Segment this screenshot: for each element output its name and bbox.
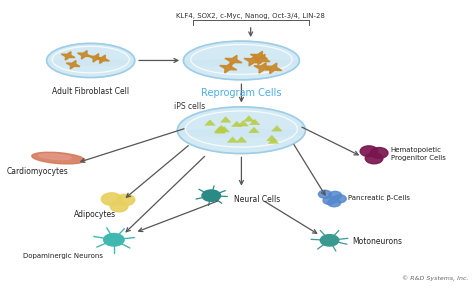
- Polygon shape: [77, 51, 91, 59]
- Circle shape: [323, 196, 336, 204]
- Ellipse shape: [183, 59, 300, 66]
- Polygon shape: [214, 127, 225, 132]
- Polygon shape: [61, 52, 75, 60]
- Polygon shape: [249, 119, 260, 125]
- Polygon shape: [215, 128, 225, 133]
- Polygon shape: [220, 117, 231, 122]
- Text: © R&D Systems, Inc.: © R&D Systems, Inc.: [402, 275, 469, 281]
- Text: Pancreatic β-Cells: Pancreatic β-Cells: [348, 195, 410, 201]
- Polygon shape: [228, 137, 238, 142]
- Ellipse shape: [46, 59, 135, 65]
- Ellipse shape: [32, 152, 85, 164]
- Polygon shape: [238, 120, 248, 126]
- Polygon shape: [254, 63, 271, 73]
- Ellipse shape: [39, 154, 71, 160]
- Text: Reprogram Cells: Reprogram Cells: [201, 88, 282, 98]
- Circle shape: [202, 190, 220, 201]
- Circle shape: [319, 190, 331, 198]
- Polygon shape: [264, 63, 282, 74]
- Circle shape: [110, 201, 128, 212]
- Circle shape: [365, 153, 383, 164]
- Text: Neural Cells: Neural Cells: [235, 195, 281, 204]
- Polygon shape: [250, 51, 267, 62]
- Text: Motoneurons: Motoneurons: [353, 237, 403, 246]
- Polygon shape: [220, 62, 237, 73]
- Polygon shape: [249, 127, 259, 133]
- Polygon shape: [253, 54, 270, 65]
- Text: Adult Fibroblast Cell: Adult Fibroblast Cell: [52, 87, 129, 96]
- Polygon shape: [219, 126, 229, 132]
- Circle shape: [101, 193, 122, 205]
- Polygon shape: [216, 125, 227, 131]
- Circle shape: [116, 194, 135, 206]
- Polygon shape: [225, 55, 242, 66]
- Polygon shape: [268, 138, 279, 143]
- Polygon shape: [66, 61, 80, 69]
- Ellipse shape: [177, 129, 305, 137]
- Circle shape: [328, 191, 342, 199]
- Circle shape: [370, 148, 388, 158]
- Polygon shape: [205, 120, 215, 125]
- Polygon shape: [236, 137, 247, 142]
- Text: Dopaminergic Neurons: Dopaminergic Neurons: [23, 253, 103, 259]
- Text: Adipocytes: Adipocytes: [74, 210, 117, 219]
- Text: Hematopoietic
Progenitor Cells: Hematopoietic Progenitor Cells: [391, 147, 446, 160]
- Circle shape: [333, 195, 346, 203]
- Text: iPS cells: iPS cells: [174, 102, 205, 111]
- Ellipse shape: [183, 41, 300, 80]
- Circle shape: [360, 146, 378, 157]
- Polygon shape: [272, 126, 282, 131]
- Ellipse shape: [177, 107, 305, 154]
- Text: KLF4, SOX2, c-Myc, Nanog, Oct-3/4, LIN-28: KLF4, SOX2, c-Myc, Nanog, Oct-3/4, LIN-2…: [176, 13, 325, 19]
- Circle shape: [104, 233, 124, 246]
- Circle shape: [328, 199, 341, 207]
- Polygon shape: [89, 54, 103, 62]
- Polygon shape: [232, 121, 242, 127]
- Text: Cardiomyocytes: Cardiomyocytes: [7, 167, 68, 176]
- Polygon shape: [244, 116, 254, 121]
- Polygon shape: [266, 135, 277, 141]
- Circle shape: [320, 235, 339, 246]
- Polygon shape: [96, 55, 109, 63]
- Polygon shape: [244, 55, 261, 66]
- Ellipse shape: [46, 43, 135, 78]
